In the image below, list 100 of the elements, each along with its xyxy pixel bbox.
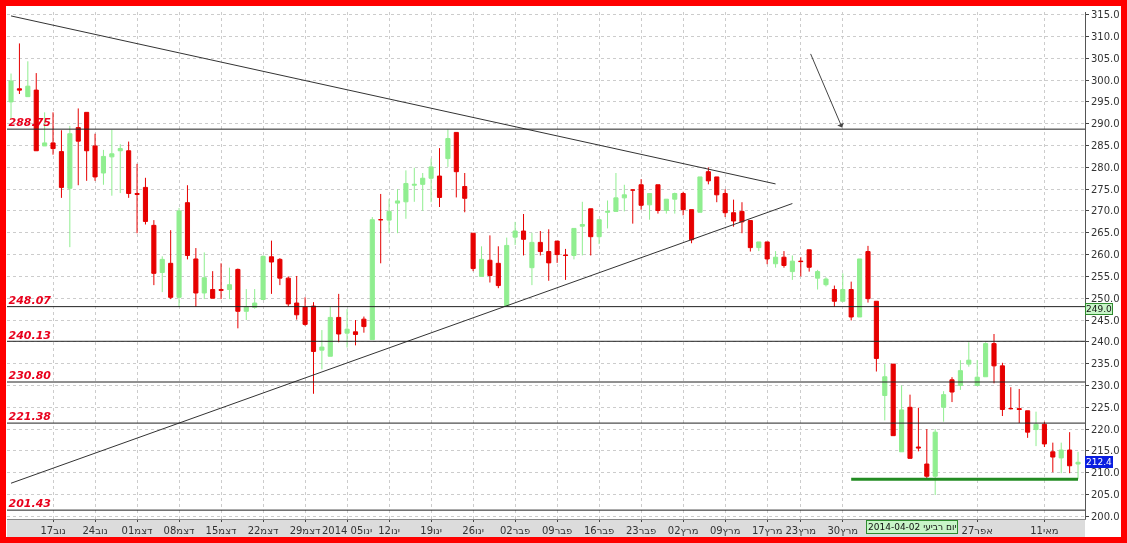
- candlestick: [50, 111, 56, 156]
- ref-line-label: 248.07: [8, 293, 52, 307]
- candlestick: [966, 341, 972, 368]
- x-tick-label: 09מרץ: [709, 525, 741, 536]
- x-tick-label: 02פבר: [499, 525, 531, 536]
- candlestick: [193, 247, 199, 308]
- x-tick-label: 01דצמ: [121, 525, 154, 536]
- candlestick: [1033, 411, 1039, 447]
- candlestick: [562, 248, 569, 281]
- x-tick-label: 17מרץ: [751, 525, 783, 536]
- candlestick: [848, 281, 854, 321]
- candlestick: [478, 245, 485, 277]
- candlestick: [403, 169, 409, 220]
- x-tick-label: 26ינו: [462, 525, 484, 536]
- candlestick: [168, 229, 174, 300]
- x-tick-label: 16פבר: [583, 525, 615, 536]
- y-tick-label: 215.0: [1091, 445, 1120, 457]
- candlestick: [302, 296, 308, 327]
- candlestick: [1067, 431, 1073, 474]
- x-tick-label: 30מרץ: [827, 525, 859, 536]
- candlestick: [739, 201, 745, 234]
- candlestick: [1058, 442, 1064, 474]
- candlestick: [487, 234, 493, 284]
- candlestick: [100, 149, 107, 186]
- candlestick: [865, 245, 871, 304]
- candlestick: [151, 219, 157, 286]
- candlestick: [411, 167, 417, 203]
- candlestick: [596, 219, 602, 245]
- candlestick: [579, 201, 585, 256]
- candlestick: [520, 213, 527, 256]
- candlestick: [445, 128, 451, 168]
- candlestick: [1025, 410, 1031, 439]
- candlestick: [92, 133, 98, 182]
- candlestick: [470, 232, 476, 272]
- ref-line-label: 240.13: [8, 328, 52, 342]
- candlestick: [1050, 442, 1056, 473]
- candlestick: [873, 300, 879, 373]
- candlestick: [58, 129, 64, 199]
- candlestick: [924, 428, 930, 480]
- candlestick: [722, 188, 728, 218]
- candlestick: [504, 237, 510, 307]
- y-tick-label: 230.0: [1091, 379, 1120, 391]
- x-tick-label: 17נוב: [40, 525, 66, 536]
- candlestick: [747, 220, 753, 253]
- candlestick: [453, 131, 459, 198]
- candlestick: [588, 208, 594, 256]
- candlestick: [890, 363, 896, 437]
- x-tick-label: 12ינו: [378, 525, 400, 536]
- x-tick-label: 23מרץ: [785, 525, 817, 536]
- x-tick-label: 15דצמ: [205, 525, 238, 536]
- candlestick: [764, 241, 770, 265]
- y-tick-label: 250.0: [1091, 292, 1120, 304]
- x-tick-label: 19ינו: [420, 525, 442, 536]
- candlestick: [655, 184, 661, 215]
- y-tick-label: 280.0: [1091, 161, 1120, 173]
- candlestick: [697, 176, 703, 213]
- ref-line-label: 230.80: [8, 369, 52, 383]
- y-tick-label: 235.0: [1091, 358, 1120, 370]
- candlestick: [932, 428, 938, 496]
- candlestick: [857, 258, 863, 318]
- candlestick: [369, 216, 375, 341]
- candlestick: [394, 188, 401, 234]
- candlestick: [630, 189, 636, 225]
- y-tick-label: 200.0: [1091, 510, 1120, 522]
- candlestick: [75, 107, 81, 186]
- candlestick: [159, 255, 165, 293]
- candlestick: [386, 198, 392, 234]
- candlestick: [1016, 388, 1022, 424]
- candlestick: [638, 178, 644, 211]
- candlestick: [831, 285, 837, 308]
- y-tick-label: 220.0: [1091, 423, 1120, 435]
- candlestick: [621, 184, 627, 212]
- y-tick-label: 265.0: [1091, 227, 1120, 239]
- candlestick: [646, 193, 653, 221]
- candlestick: [840, 272, 846, 302]
- candlestick: [436, 147, 443, 208]
- annotation: 212.4: [1086, 457, 1113, 467]
- candlestick: [243, 288, 249, 321]
- y-tick-label: 295.0: [1091, 96, 1120, 108]
- y-tick-label: 270.0: [1091, 205, 1120, 217]
- candlestick: [907, 394, 913, 459]
- candlestick: [789, 254, 795, 281]
- candlestick: [210, 270, 216, 299]
- candlestick: [117, 143, 123, 194]
- candlestick: [420, 172, 426, 212]
- candlestick: [285, 275, 291, 308]
- candlestick: [378, 193, 384, 264]
- candlestick: [84, 111, 90, 182]
- x-tick-label: 27אפר: [961, 525, 993, 536]
- candlestick: [184, 184, 191, 260]
- candlestick: [126, 141, 132, 199]
- candlestick: [991, 333, 997, 384]
- candlestick: [546, 228, 552, 282]
- candlestick: [495, 245, 501, 289]
- y-tick-label: 210.0: [1091, 467, 1120, 479]
- candlestick: [781, 250, 787, 269]
- candlestick: [319, 329, 325, 370]
- candlestick: [823, 276, 829, 287]
- candlestick: [512, 221, 518, 246]
- candlestick: [142, 177, 149, 225]
